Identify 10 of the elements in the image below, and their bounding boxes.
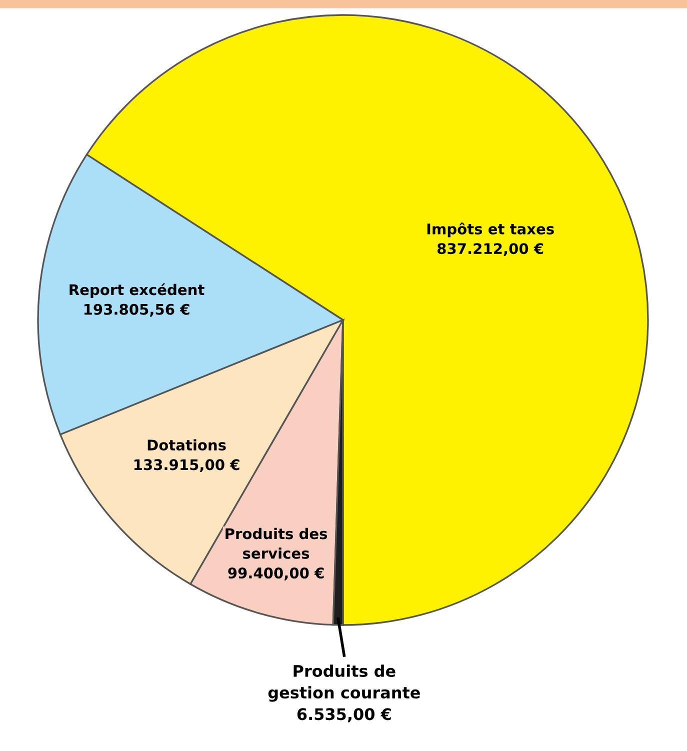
slice-label: Produits des services [226,528,328,559]
slice-label: Dotations [148,439,226,451]
slice-label: Produits de gestion courante [268,664,420,702]
slice-label: Report excédent [70,283,204,298]
data-label: 6.535,00 € [297,708,391,722]
data-label: 133.915,00 € [134,459,240,472]
data-label: 837.212,00 € [437,243,544,256]
data-label: 99.400,00 € [228,567,324,580]
slice-label: Impôts et taxes [427,222,554,238]
data-label: 193.805,56 € [84,304,190,317]
